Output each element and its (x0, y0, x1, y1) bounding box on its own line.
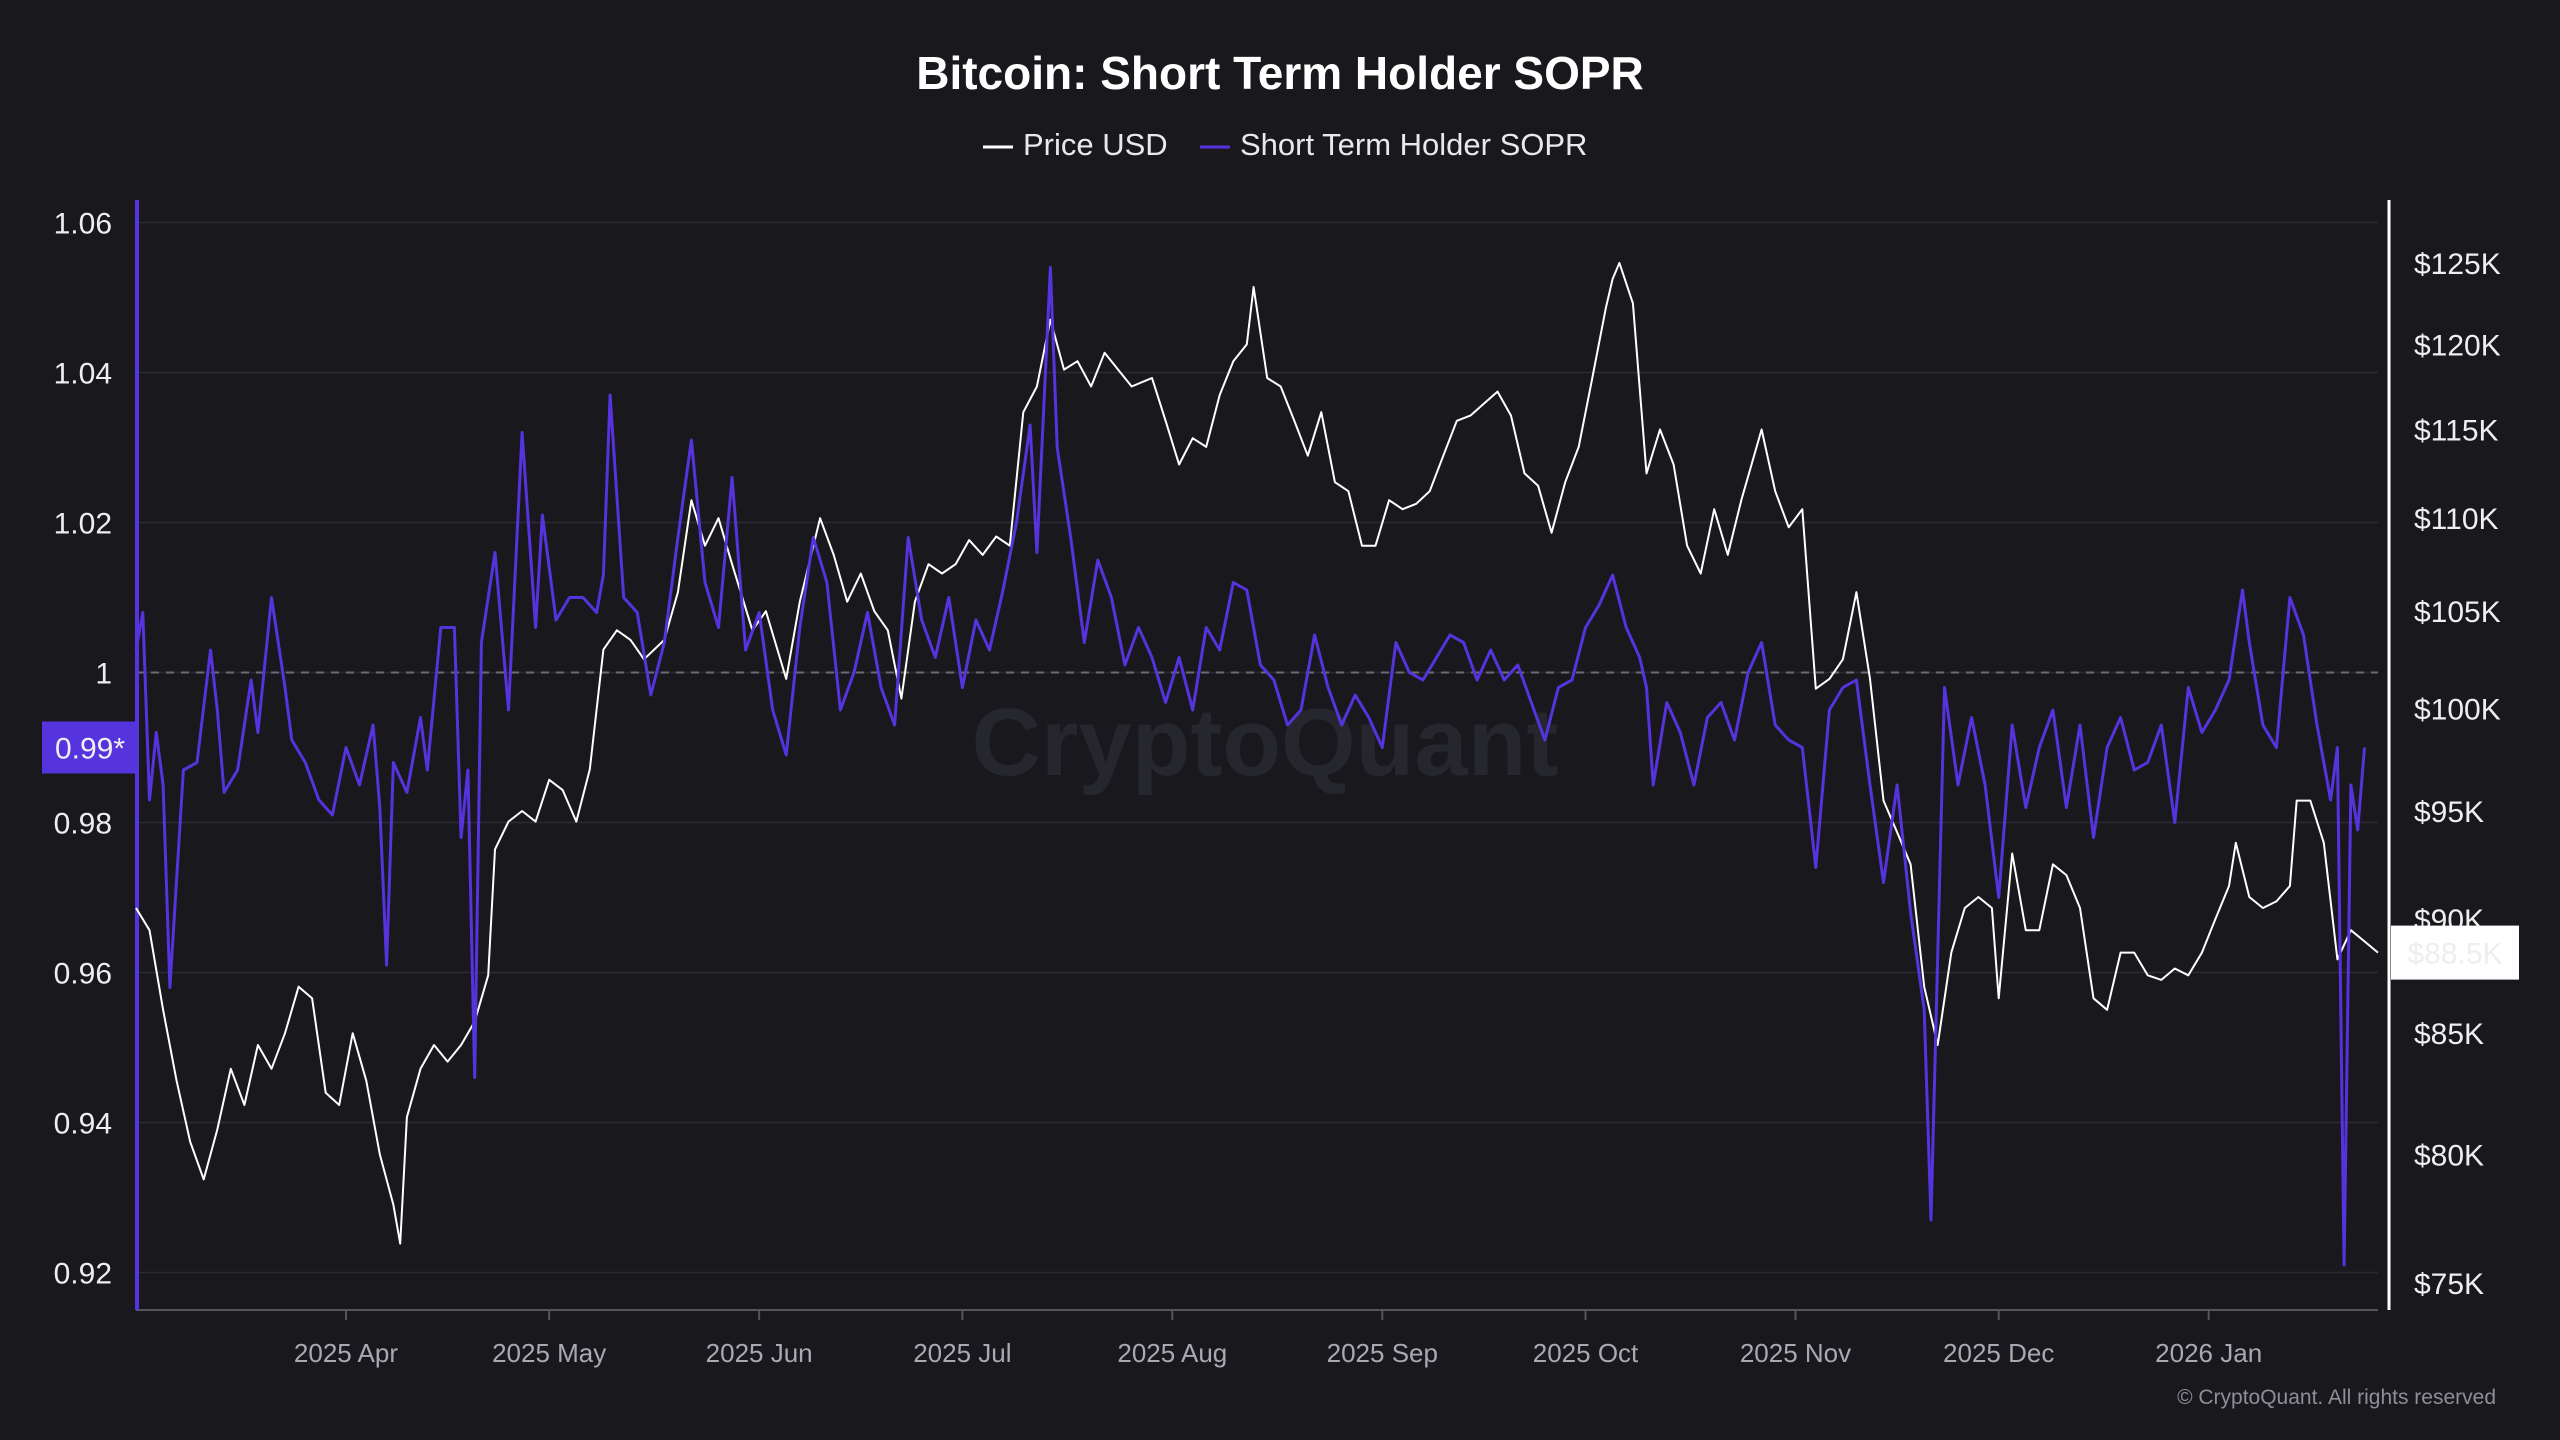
left-axis-ticks: 0.92 0.94 0.96 0.98 1 1.02 1.04 1.06 (54, 208, 112, 1291)
right-tick-label: $120K (2414, 329, 2501, 362)
left-tick-label: 0.94 (54, 1108, 112, 1141)
legend-sopr-label[interactable]: Short Term Holder SOPR (1240, 127, 1587, 162)
x-axis-ticks: 2025 Apr 2025 May 2025 Jun 2025 Jul 2025 Aug… (294, 1310, 2262, 1368)
x-tick-label: 2025 Jul (913, 1338, 1011, 1368)
x-tick-label: 2025 Aug (1117, 1338, 1227, 1368)
left-tick-label: 1.02 (54, 508, 112, 541)
left-tick-label: 1.04 (54, 358, 112, 391)
legend: Price USD Short Term Holder SOPR (983, 127, 1587, 162)
grid-lines (136, 221, 2378, 1274)
legend-price-label[interactable]: Price USD (1023, 127, 1168, 162)
left-tick-label: 0.96 (54, 958, 112, 991)
x-tick-label: 2025 Nov (1740, 1338, 1851, 1368)
x-tick-label: 2025 Jun (706, 1338, 813, 1368)
price-current-label: $88.5K (2407, 938, 2502, 971)
right-tick-label: $75K (2414, 1268, 2484, 1301)
sopr-current-badge (42, 721, 138, 774)
x-tick-label: 2026 Jan (2155, 1338, 2262, 1368)
left-tick-label: 1 (95, 658, 112, 691)
right-tick-label: $105K (2414, 596, 2501, 629)
right-tick-label: $100K (2414, 694, 2501, 727)
right-tick-label: $80K (2414, 1139, 2484, 1172)
copyright-text: © CryptoQuant. All rights reserved (2177, 1386, 2496, 1409)
price-usd-line (135, 261, 2379, 1245)
x-tick-label: 2025 Dec (1943, 1338, 2054, 1368)
right-tick-label: $85K (2414, 1018, 2484, 1051)
right-tick-label: $125K (2414, 248, 2501, 281)
sopr-current-label: 0.99* (55, 733, 125, 766)
current-value-badges: 0.99* $88.5K (42, 721, 2519, 980)
right-tick-label: $95K (2414, 796, 2484, 829)
chart-title: Bitcoin: Short Term Holder SOPR (916, 47, 1644, 99)
left-tick-label: 0.98 (54, 808, 112, 841)
x-tick-label: 2025 Sep (1327, 1338, 1438, 1368)
right-tick-label: $110K (2414, 503, 2499, 536)
price-current-badge (2391, 925, 2519, 980)
left-tick-label: 1.06 (54, 208, 112, 241)
x-tick-label: 2025 Apr (294, 1338, 398, 1368)
sopr-line (134, 266, 2366, 1267)
x-tick-label: 2025 Oct (1533, 1338, 1639, 1368)
watermark: CryptoQuant (972, 689, 1559, 796)
series-lines (134, 261, 2379, 1267)
x-tick-label: 2025 May (492, 1338, 606, 1368)
right-tick-label: $115K (2414, 414, 2499, 447)
left-tick-label: 0.92 (54, 1258, 112, 1291)
